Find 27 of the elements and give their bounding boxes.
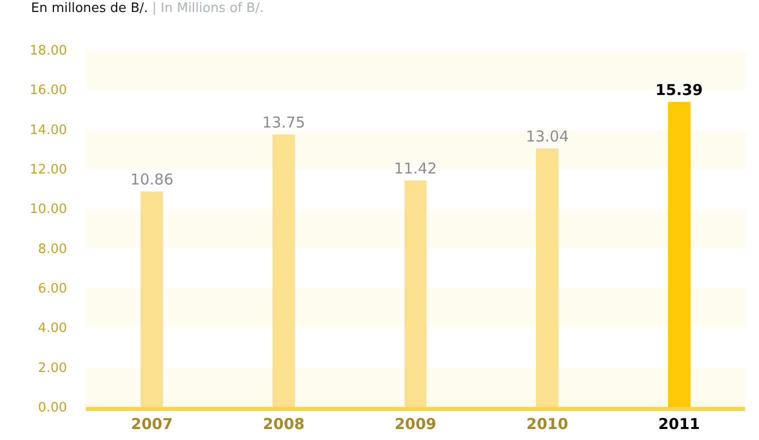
y-tick-label: 0.00 (38, 400, 67, 416)
y-tick-label: 18.00 (30, 44, 67, 59)
y-tick-label: 2.00 (38, 360, 67, 376)
bar (404, 180, 427, 407)
y-tick-label: 6.00 (38, 282, 67, 297)
x-tick-label: 2009 (394, 415, 436, 433)
data-label: 10.86 (130, 170, 174, 189)
y-tick-label: 14.00 (30, 122, 67, 138)
chart-title: En millones de B/. (31, 1, 148, 16)
y-tick-label: 4.00 (38, 321, 67, 336)
y-tick-label: 16.00 (30, 83, 67, 98)
data-label: 13.75 (262, 113, 306, 132)
data-label: 13.04 (526, 127, 569, 146)
bar (272, 134, 295, 407)
y-tick-label: 8.00 (38, 242, 67, 257)
bar (536, 148, 558, 407)
x-tick-label: 2010 (526, 415, 568, 433)
data-label: 11.42 (394, 160, 437, 178)
bar (668, 102, 690, 407)
y-tick-label: 10.00 (30, 202, 67, 218)
bar (140, 192, 164, 407)
x-tick-label: 2007 (131, 415, 173, 433)
x-tick-label: 2008 (262, 415, 305, 433)
x-tick-label: 2011 (658, 415, 700, 433)
y-tick-label: 12.00 (30, 162, 67, 178)
data-label: 15.39 (655, 80, 703, 99)
chart-subtitle: | In Millions of B/. (152, 1, 264, 16)
